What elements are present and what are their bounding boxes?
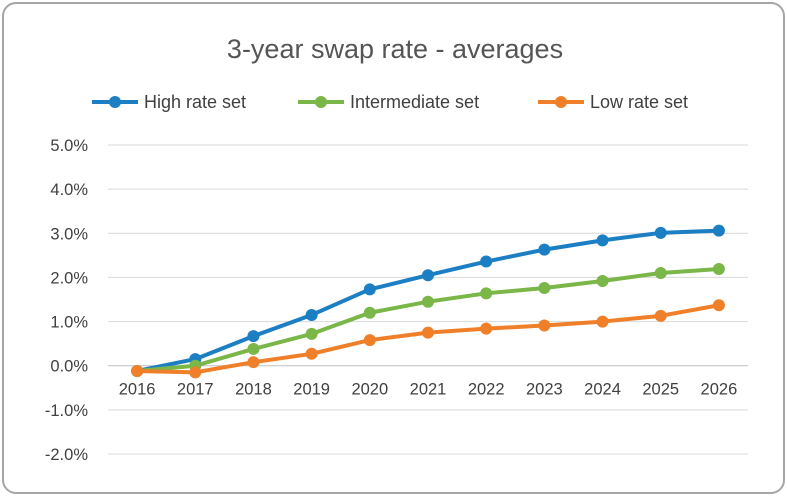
x-tick-label: 2022 bbox=[468, 381, 505, 399]
x-tick-label: 2026 bbox=[701, 381, 738, 399]
data-point bbox=[422, 269, 434, 282]
y-tick-label: 5.0% bbox=[50, 137, 88, 155]
x-tick-label: 2023 bbox=[526, 381, 563, 399]
y-tick-label: -2.0% bbox=[45, 446, 88, 464]
series-lines bbox=[131, 224, 725, 379]
data-point bbox=[363, 283, 376, 296]
x-tick-label: 2016 bbox=[119, 381, 156, 399]
legend-label: Low rate set bbox=[590, 92, 688, 112]
data-point bbox=[712, 263, 725, 276]
legend-label: High rate set bbox=[144, 92, 246, 112]
legend-marker bbox=[315, 96, 327, 108]
y-tick-label: 1.0% bbox=[50, 314, 88, 332]
data-point bbox=[480, 322, 493, 335]
y-axis-ticks: 5.0% 4.0% 3.0% 2.0% 1.0% 0.0% -1.0% -2.0% bbox=[45, 137, 88, 464]
legend-marker bbox=[109, 96, 121, 108]
data-point bbox=[305, 347, 318, 360]
y-tick-label: 3.0% bbox=[50, 225, 88, 243]
legend-item: Intermediate set bbox=[298, 92, 479, 112]
series-3 bbox=[131, 299, 725, 379]
legend-item: Low rate set bbox=[538, 92, 688, 112]
data-point bbox=[596, 274, 609, 287]
data-point bbox=[363, 306, 376, 319]
data-point bbox=[247, 356, 260, 369]
x-tick-label: 2021 bbox=[410, 381, 447, 399]
data-point bbox=[422, 326, 434, 339]
data-point bbox=[305, 327, 318, 340]
y-tick-label: 4.0% bbox=[50, 181, 88, 199]
data-point bbox=[422, 295, 434, 308]
data-point bbox=[247, 330, 260, 343]
data-point bbox=[480, 255, 493, 268]
series-line bbox=[135, 303, 721, 375]
data-point bbox=[654, 226, 667, 239]
data-point bbox=[538, 319, 551, 332]
data-point bbox=[654, 267, 667, 280]
x-tick-label: 2017 bbox=[177, 381, 214, 399]
legend-item: High rate set bbox=[92, 92, 246, 112]
y-tick-label: -1.0% bbox=[45, 402, 88, 420]
data-point bbox=[131, 365, 144, 378]
legend-marker bbox=[555, 96, 567, 108]
legend-label: Intermediate set bbox=[350, 92, 479, 112]
data-point bbox=[189, 366, 202, 379]
data-point bbox=[305, 308, 318, 321]
x-tick-label: 2019 bbox=[293, 381, 330, 399]
data-point bbox=[596, 315, 609, 328]
x-tick-label: 2018 bbox=[235, 381, 272, 399]
data-point bbox=[596, 234, 609, 247]
x-tick-label: 2020 bbox=[351, 381, 388, 399]
x-tick-label: 2024 bbox=[584, 381, 621, 399]
data-point bbox=[538, 243, 551, 256]
data-point bbox=[654, 309, 667, 322]
y-tick-label: 0.0% bbox=[50, 358, 88, 376]
chart-title: 3-year swap rate - averages bbox=[227, 34, 563, 64]
x-axis-ticks: 2016 2017 2018 2019 2020 2021 2022 2023 2024 2025… bbox=[119, 381, 738, 399]
data-point bbox=[538, 282, 551, 295]
y-tick-label: 2.0% bbox=[50, 269, 88, 287]
data-point bbox=[712, 224, 725, 237]
legend: High rate set Intermediate set Low rate se… bbox=[92, 92, 688, 112]
data-point bbox=[712, 299, 725, 312]
x-tick-label: 2025 bbox=[642, 381, 679, 399]
data-point bbox=[480, 287, 493, 300]
data-point bbox=[363, 334, 376, 347]
data-point bbox=[247, 342, 260, 355]
